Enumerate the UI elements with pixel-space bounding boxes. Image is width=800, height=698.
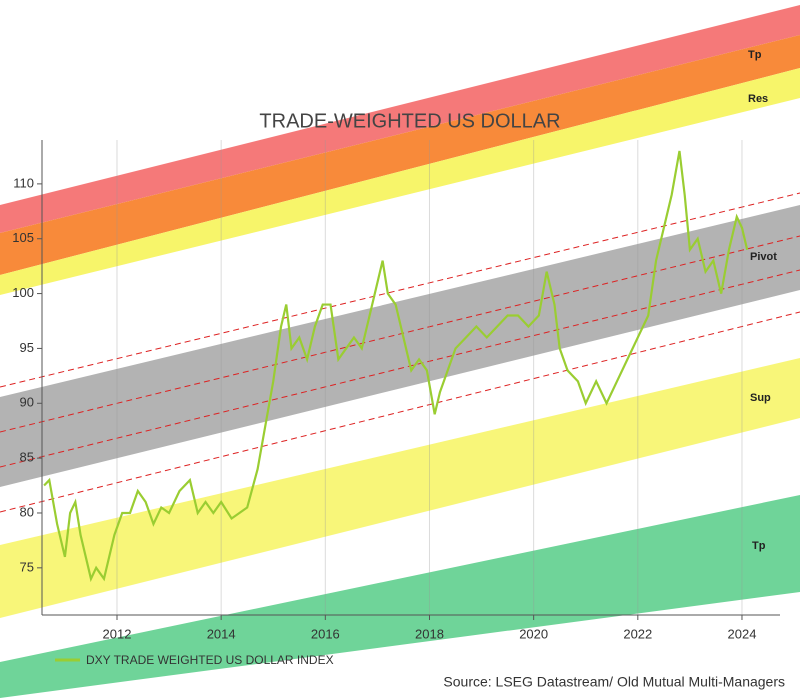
y-tick-label: 95	[20, 340, 34, 355]
y-tick-label: 80	[20, 504, 34, 519]
x-tick-label: 2014	[207, 626, 236, 641]
channel-lines	[0, 192, 800, 513]
x-tick-label: 2024	[728, 626, 757, 641]
channel-line	[0, 269, 800, 468]
annotation: Pivot	[750, 251, 777, 263]
tp-low-band	[0, 495, 800, 698]
annotation: Tp	[748, 49, 762, 61]
y-tick-label: 100	[12, 285, 34, 300]
sup-band	[0, 358, 800, 618]
x-tick-label: 2016	[311, 626, 340, 641]
y-tick-label: 85	[20, 450, 34, 465]
res-band	[0, 35, 800, 275]
source: Source: LSEG Datastream/ Old Mutual Mult…	[443, 674, 785, 690]
annotation: Tp	[752, 540, 766, 552]
y-tick-label: 75	[20, 559, 34, 574]
tp-band	[0, 5, 800, 233]
chart-title: TRADE-WEIGHTED US DOLLAR	[259, 110, 560, 132]
x-tick-label: 2020	[519, 626, 548, 641]
channel-line	[0, 235, 800, 433]
y-tick-label: 105	[12, 230, 34, 245]
channel-line	[0, 311, 800, 513]
data-line	[43, 150, 749, 583]
res-yellow-band	[0, 68, 800, 295]
channel-line	[0, 192, 800, 388]
y-tick-label: 90	[20, 395, 34, 410]
x-tick-label: 2022	[623, 626, 652, 641]
x-tick-label: 2012	[103, 626, 132, 641]
annotation: Sup	[750, 392, 771, 404]
y-tick-label: 110	[13, 175, 34, 190]
x-tick-label: 2018	[415, 626, 444, 641]
pivot-band	[0, 205, 800, 487]
annotation: Res	[748, 93, 768, 105]
legend-label: DXY TRADE WEIGHTED US DOLLAR INDEX	[86, 653, 334, 667]
bands	[0, 5, 800, 698]
